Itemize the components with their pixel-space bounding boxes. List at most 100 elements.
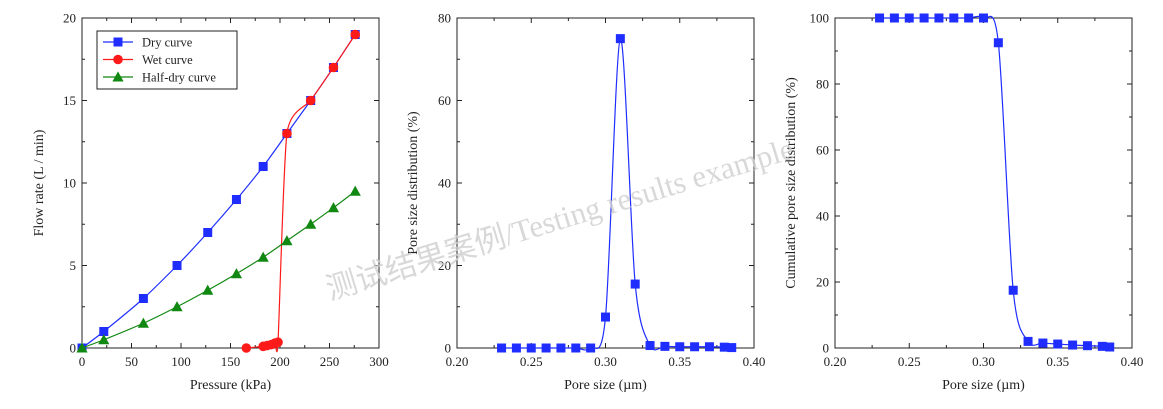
data-point <box>934 13 944 23</box>
y-tick-label: 40 <box>816 209 829 224</box>
data-point <box>556 343 566 353</box>
x-tick-label: 0.20 <box>824 354 847 369</box>
plot-frame <box>834 17 1133 349</box>
data-point <box>231 195 241 204</box>
data-point <box>630 279 640 289</box>
x-tick-label: 0.30 <box>594 354 617 369</box>
y-tick-label: 60 <box>438 93 451 108</box>
data-point <box>76 342 88 353</box>
data-point <box>258 162 268 171</box>
y-tick-label: 40 <box>438 176 451 191</box>
data-point <box>282 128 292 139</box>
data-point <box>919 13 929 23</box>
x-tick-label: 0.35 <box>1046 354 1069 369</box>
y-tick-label: 80 <box>816 77 829 92</box>
data-point <box>1038 338 1048 348</box>
data-point <box>645 341 655 351</box>
data-point <box>615 34 625 44</box>
data-point <box>1068 340 1078 350</box>
legend-marker <box>113 54 123 65</box>
plot-2: 0.20 0.25 0.30 0.35 0.40 0 20 40 60 80 Pore size (… <box>406 11 765 394</box>
data-point <box>993 38 1003 48</box>
data-point <box>904 13 914 23</box>
data-point <box>1008 285 1018 295</box>
x-axis-label: Pore size (µm) <box>564 378 647 393</box>
plot-3: 0.20 0.25 0.30 0.35 0.40 0 20 40 60 80 100 Pore siz… <box>784 11 1143 394</box>
data-point <box>327 202 340 213</box>
data-point <box>257 251 269 262</box>
x-tick-label: 150 <box>221 354 241 369</box>
legend-marker <box>113 37 123 47</box>
data-point <box>137 317 149 328</box>
x-axis-label: Pressure (kPa) <box>190 378 272 393</box>
data-point <box>690 342 700 352</box>
data-point <box>1082 341 1092 351</box>
y-tick-label: 20 <box>63 11 76 26</box>
data-point <box>964 13 974 23</box>
series-line <box>879 15 1110 348</box>
y-tick-label: 20 <box>816 275 829 290</box>
series-1 <box>875 13 1115 352</box>
data-point <box>1097 341 1107 351</box>
data-point <box>727 343 737 353</box>
x-axis-label: Pore size (µm) <box>942 378 1025 393</box>
data-point <box>1105 342 1115 352</box>
data-point <box>719 342 729 352</box>
data-point <box>497 343 507 353</box>
data-point <box>571 343 581 353</box>
data-point <box>241 343 252 353</box>
data-point <box>171 301 183 312</box>
data-point <box>541 343 551 353</box>
data-point <box>949 13 959 23</box>
data-point <box>526 343 536 353</box>
x-tick-label: 250 <box>320 354 340 369</box>
data-point <box>99 327 109 336</box>
y-axis-label: Pore size distribution (%) <box>406 111 421 255</box>
x-tick-label: 0.40 <box>743 354 766 369</box>
x-tick-label: 100 <box>171 354 191 369</box>
data-point <box>328 62 339 73</box>
y-tick-label: 0 <box>70 341 77 356</box>
x-tick-label: 0.25 <box>898 354 921 369</box>
y-tick-label: 10 <box>63 176 76 191</box>
data-point <box>138 294 148 303</box>
y-axis-label: Cumulative pore size distribution (%) <box>784 77 799 289</box>
data-point <box>305 95 316 106</box>
data-point <box>98 334 110 345</box>
data-point <box>305 218 317 229</box>
data-point <box>660 341 670 351</box>
data-point <box>230 268 243 279</box>
data-point <box>1023 336 1033 346</box>
data-point <box>875 13 885 23</box>
legend-entry: Half-dry curve <box>142 71 216 85</box>
y-tick-label: 0 <box>823 341 830 356</box>
x-tick-label: 200 <box>270 354 290 369</box>
data-point <box>172 261 182 270</box>
y-tick-label: 5 <box>70 258 77 273</box>
x-tick-label: 0.30 <box>972 354 995 369</box>
y-tick-label: 100 <box>810 11 830 26</box>
x-tick-label: 300 <box>369 354 389 369</box>
y-axis-label: Flow rate (L / min) <box>32 129 47 236</box>
data-point <box>1053 339 1063 349</box>
data-point <box>349 185 361 196</box>
series-2 <box>241 29 361 353</box>
x-tick-label: 0.20 <box>446 354 469 369</box>
legend: Dry curve Wet curve Half-dry curve <box>96 30 238 90</box>
series-3 <box>76 185 361 353</box>
series-1 <box>497 34 737 353</box>
data-point <box>202 284 214 295</box>
data-point <box>601 312 610 322</box>
series-line <box>81 190 356 349</box>
y-tick-label: 0 <box>445 341 452 356</box>
data-point <box>889 13 899 23</box>
data-point <box>203 228 213 237</box>
legend-marker <box>112 71 124 82</box>
data-point <box>350 29 361 40</box>
watermark-text: 测试结果案例/Testing results example <box>322 131 798 307</box>
data-point <box>273 337 283 348</box>
plot-1: 0 50 100 150 200 250 300 0 5 10 15 20 Pressure (kPa)… <box>32 11 389 394</box>
y-tick-label: 60 <box>816 143 829 158</box>
